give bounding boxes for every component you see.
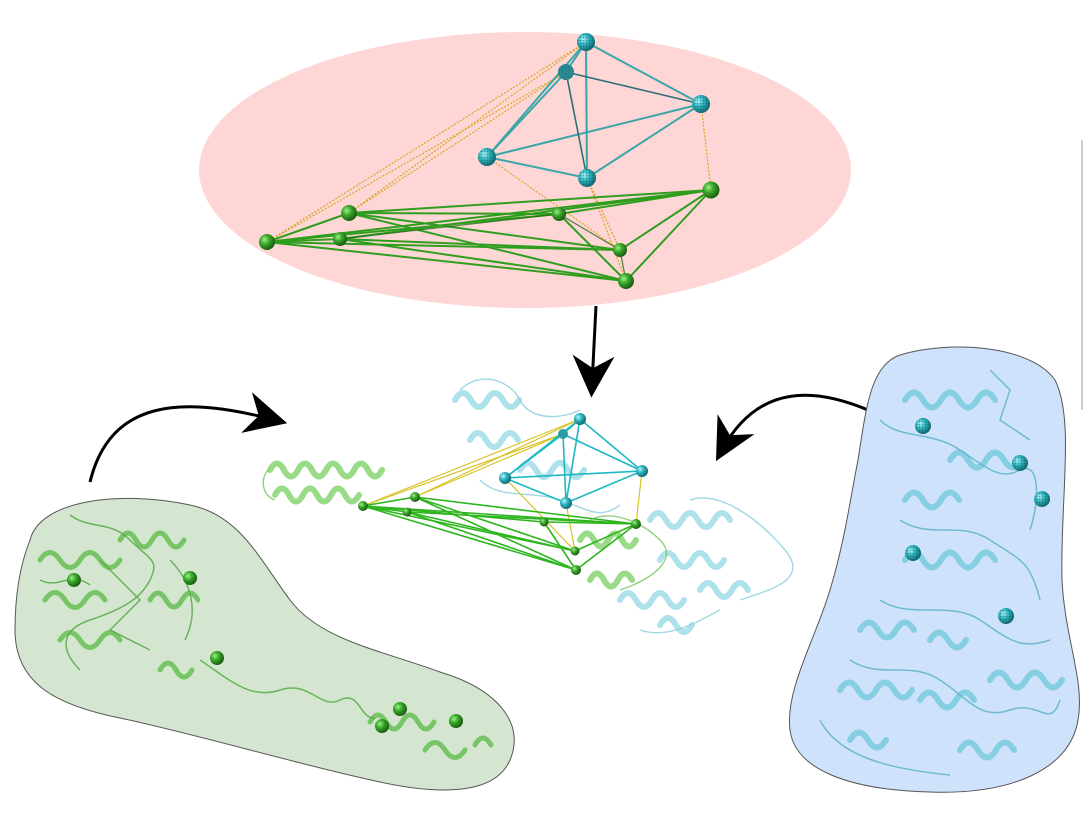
- green-sphere-icon: [702, 181, 720, 199]
- green-sphere-icon: [341, 205, 357, 221]
- helix-ribbon-icon: [467, 430, 521, 450]
- green-sphere-icon: [393, 702, 407, 716]
- complex-green-ribbons: [267, 460, 639, 590]
- complex-cyan-ribbons: [452, 390, 751, 635]
- green-sphere-icon: [552, 207, 566, 221]
- green-spheres: [259, 181, 720, 289]
- green-sphere-icon: [67, 573, 81, 587]
- green-sphere-icon: [449, 714, 463, 728]
- helix-ribbon-icon: [987, 669, 1065, 691]
- complex-cyan-spheres: [499, 413, 648, 509]
- cyan-sphere-icon: [578, 169, 596, 187]
- helix-ribbon-icon: [472, 735, 494, 748]
- cyan-sphere-icon: [998, 608, 1014, 624]
- cyan-sphere-icon: [692, 95, 710, 113]
- cyan-sphere-icon: [915, 418, 931, 434]
- cyan-sphere-icon: [577, 33, 595, 51]
- helix-ribbon-icon: [927, 629, 969, 651]
- green-sphere-icon: [402, 507, 412, 517]
- helix-ribbon-icon: [117, 530, 187, 550]
- green-sphere-icon: [375, 719, 389, 733]
- helix-ribbon-icon: [157, 660, 195, 680]
- green-loops: [39, 514, 376, 719]
- green-sphere-icon: [613, 243, 627, 257]
- green-sphere-icon: [618, 273, 634, 289]
- green-sphere-icon: [570, 546, 580, 556]
- distance-restraint-network-panel: [199, 32, 851, 308]
- helix-ribbon-icon: [902, 549, 998, 571]
- helix-ribbon-icon: [517, 460, 587, 480]
- cyan-sphere-icon: [478, 148, 496, 166]
- helix-ribbon-icon: [367, 712, 437, 732]
- complex-crosslink-edges: [362, 418, 643, 552]
- cyan-sphere-icon: [558, 64, 574, 80]
- blue-protein-spheres: [905, 418, 1050, 624]
- complex-green-loops: [262, 469, 668, 591]
- green-sphere-icon: [410, 492, 420, 502]
- blue-loops: [819, 369, 1061, 776]
- arrows: [88, 305, 869, 483]
- green-sphere-icon: [631, 519, 641, 529]
- helix-ribbon-icon: [902, 489, 962, 511]
- helix-ribbon-icon: [422, 740, 468, 760]
- helix-ribbon-icon: [452, 390, 522, 410]
- green-edges: [266, 189, 712, 282]
- green-surface-blob: [14, 497, 515, 791]
- helix-ribbon-icon: [657, 550, 727, 570]
- cyan-sphere-icon: [1012, 455, 1028, 471]
- helix-ribbon-icon: [577, 530, 639, 550]
- green-sphere-icon: [210, 651, 224, 665]
- docked-complex-panel: [262, 378, 794, 635]
- cyan-spheres: [478, 33, 710, 187]
- arrow-icon: [715, 393, 869, 462]
- green-sphere-icon: [358, 501, 368, 511]
- helix-ribbon-icon: [647, 510, 733, 530]
- green-protein-panel: [14, 497, 515, 791]
- crosslink-edges: [266, 41, 712, 282]
- cyan-sphere-icon: [905, 545, 921, 561]
- helix-ribbon-icon: [947, 449, 1025, 471]
- cyan-sphere-icon: [560, 497, 572, 509]
- cyan-sphere-icon: [558, 429, 568, 439]
- complex-green-spheres: [358, 492, 641, 575]
- complex-green-edges: [362, 496, 637, 571]
- helix-ribbon-icon: [857, 619, 917, 641]
- cyan-sphere-icon: [499, 472, 511, 484]
- helix-ribbon-icon: [847, 729, 889, 751]
- cyan-sphere-icon: [636, 465, 648, 477]
- helix-ribbon-icon: [957, 739, 1017, 761]
- helix-ribbon-icon: [697, 580, 751, 600]
- green-protein-spheres: [67, 571, 463, 733]
- blue-ribbon-structure: [837, 389, 1065, 761]
- helix-ribbon-icon: [587, 570, 635, 590]
- helix-ribbon-icon: [267, 460, 385, 480]
- green-sphere-icon: [539, 517, 549, 527]
- green-sphere-icon: [333, 232, 347, 246]
- green-sphere-icon: [571, 565, 581, 575]
- blue-protein-panel: [788, 346, 1080, 793]
- cyan-edges-shadow: [565, 71, 702, 179]
- helix-ribbon-icon: [617, 590, 687, 610]
- helix-ribbon-icon: [657, 615, 695, 635]
- helix-ribbon-icon: [917, 689, 977, 711]
- complex-cyan-edges: [504, 418, 643, 504]
- cyan-sphere-icon: [1034, 491, 1050, 507]
- helix-ribbon-icon: [837, 679, 915, 701]
- arrow-icon: [88, 392, 288, 483]
- cyan-sphere-icon: [574, 413, 586, 425]
- helix-ribbon-icon: [902, 389, 998, 411]
- helix-ribbon-icon: [42, 590, 108, 610]
- green-sphere-icon: [259, 234, 275, 250]
- helix-ribbon-icon: [272, 485, 362, 505]
- green-sphere-icon: [183, 571, 197, 585]
- arrow-icon: [572, 305, 615, 398]
